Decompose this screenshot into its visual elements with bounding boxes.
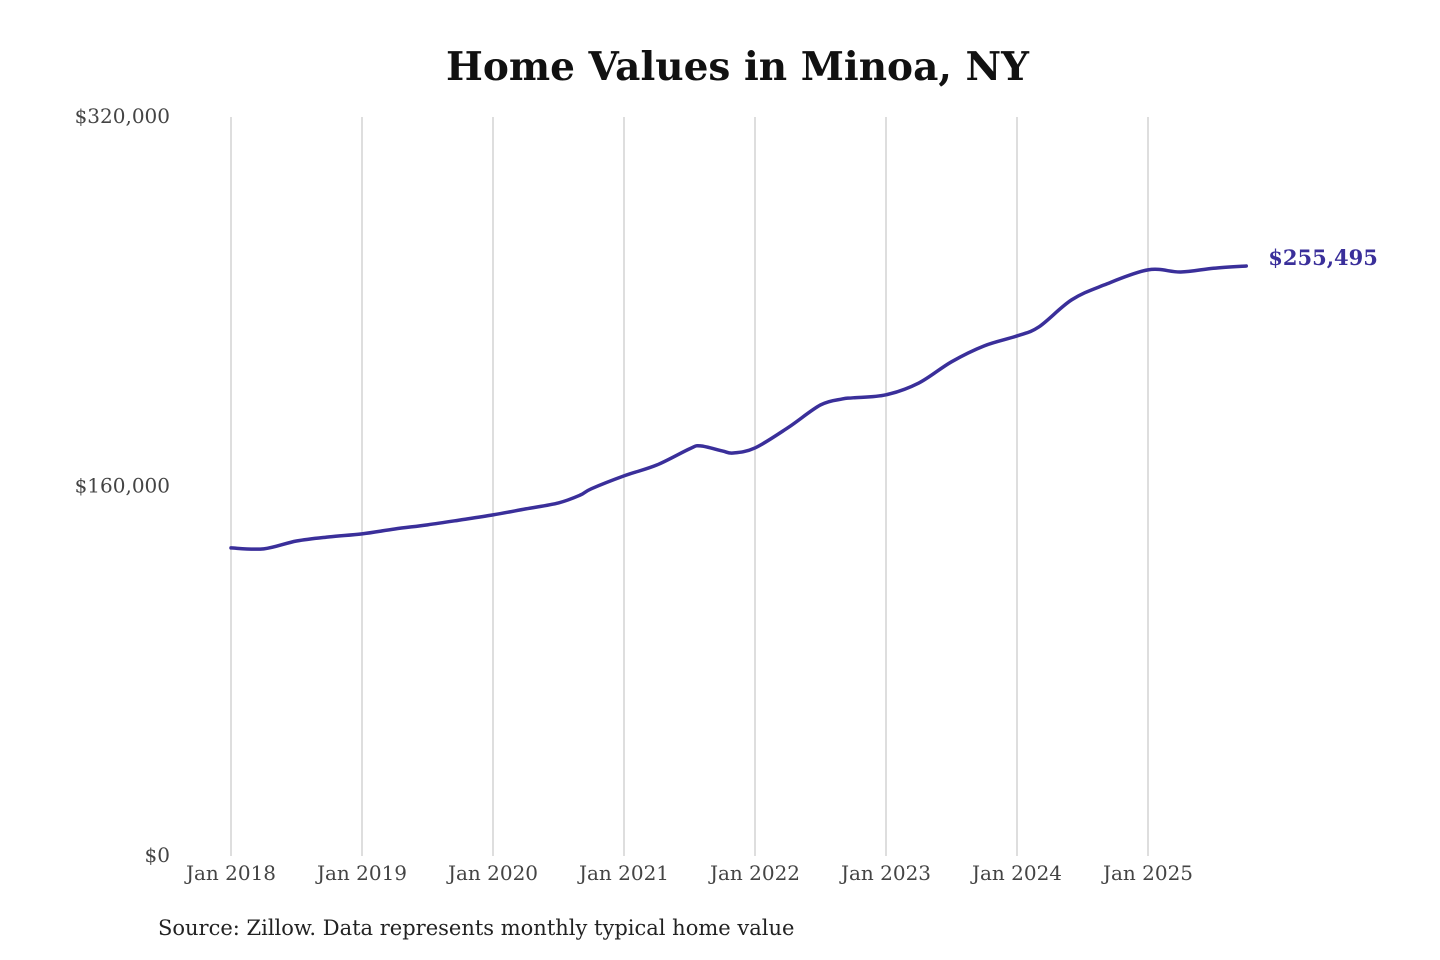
- y-tick-label: $320,000: [75, 104, 170, 128]
- source-note: Source: Zillow. Data represents monthly …: [158, 916, 795, 940]
- y-tick-label: $160,000: [75, 474, 170, 498]
- chart-title: Home Values in Minoa, NY: [445, 44, 1029, 90]
- x-tick-label: Jan 2022: [708, 861, 800, 885]
- x-tick-label: Jan 2025: [1101, 861, 1193, 885]
- x-tick-label: Jan 2018: [184, 861, 276, 885]
- series-line: [229, 264, 1248, 551]
- x-tick-label: Jan 2020: [446, 861, 538, 885]
- x-tick-label: Jan 2021: [577, 861, 669, 885]
- x-tick-label: Jan 2024: [970, 861, 1062, 885]
- end-value-label: $255,495: [1268, 245, 1378, 270]
- y-tick-label: $0: [145, 843, 170, 867]
- x-tick-label: Jan 2019: [315, 861, 407, 885]
- x-tick-label: Jan 2023: [839, 861, 931, 885]
